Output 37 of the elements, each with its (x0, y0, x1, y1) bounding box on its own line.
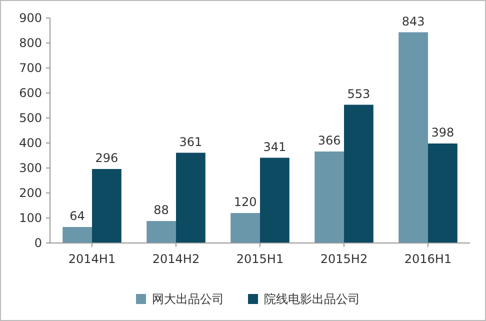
y-tick-label: 800 (19, 36, 42, 50)
y-tick-label: 700 (19, 61, 42, 76)
bar (176, 152, 206, 243)
data-label: 843 (402, 14, 425, 28)
x-tick-label: 2014H1 (68, 252, 116, 266)
y-tick-label: 200 (19, 186, 42, 200)
x-tick-label: 2014H2 (152, 252, 200, 266)
y-tick-label: 600 (19, 86, 42, 100)
y-tick-label: 100 (19, 211, 42, 226)
legend-label: 网大出品公司 (152, 292, 224, 306)
bar (62, 227, 92, 243)
data-label: 366 (318, 134, 341, 148)
bar (314, 152, 344, 243)
y-tick-label: 500 (19, 111, 42, 126)
y-tick-label: 400 (19, 136, 42, 150)
y-tick-label: 900 (19, 11, 42, 26)
x-tick-label: 2015H1 (236, 252, 284, 266)
data-label: 553 (347, 86, 370, 101)
data-label: 120 (234, 195, 257, 209)
bar (428, 144, 458, 243)
y-tick-label: 300 (19, 161, 42, 176)
bar (230, 213, 260, 243)
y-tick-label: 0 (34, 236, 42, 250)
bar (398, 32, 428, 243)
data-label: 64 (70, 209, 85, 223)
data-label: 361 (179, 134, 202, 149)
data-label: 296 (95, 151, 118, 165)
bar (260, 158, 290, 243)
bar (146, 221, 176, 243)
data-label: 341 (263, 140, 286, 154)
x-tick-label: 2016H1 (404, 252, 452, 266)
x-tick-label: 2015H2 (320, 252, 368, 266)
bar (92, 169, 122, 243)
data-label: 398 (431, 126, 454, 140)
legend-label: 院线电影出品公司 (264, 292, 360, 306)
bar (344, 104, 374, 243)
data-label: 88 (154, 203, 169, 217)
